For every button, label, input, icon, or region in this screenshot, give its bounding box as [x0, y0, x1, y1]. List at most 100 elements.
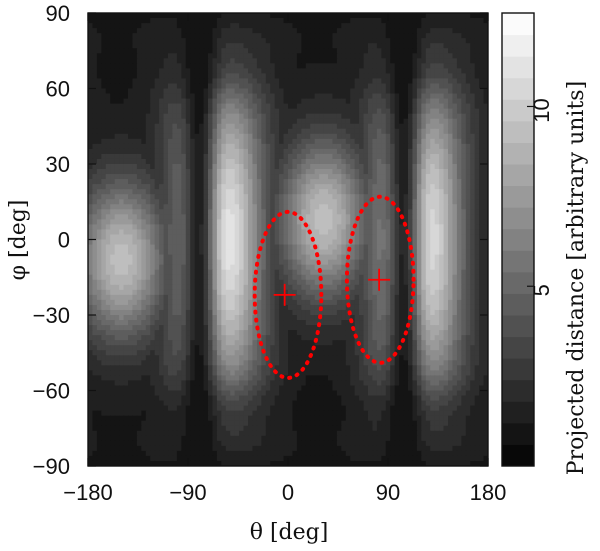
heatmap-cell: [301, 63, 307, 69]
heatmap-cell: [252, 98, 258, 105]
heatmap-cell: [301, 179, 307, 185]
heatmap-cell: [283, 108, 289, 115]
heatmap-cell: [328, 18, 334, 24]
heatmap-cell: [430, 204, 436, 210]
heatmap-cell: [154, 153, 160, 160]
heatmap-cell: [172, 174, 178, 180]
heatmap-cell: [479, 103, 485, 110]
heatmap-cell: [119, 169, 125, 175]
heatmap-cell: [314, 53, 320, 59]
heatmap-cell: [354, 143, 360, 150]
heatmap-cell: [421, 174, 427, 180]
heatmap-cell: [314, 48, 320, 54]
heatmap-cell: [176, 78, 182, 85]
heatmap-cell: [279, 184, 285, 190]
heatmap-cell: [119, 108, 125, 115]
heatmap-cell: [119, 98, 125, 105]
heatmap-cell: [479, 279, 485, 286]
heatmap-cell: [465, 143, 471, 150]
heatmap-cell: [128, 269, 134, 276]
heatmap-cell: [203, 229, 209, 236]
heatmap-cell: [403, 234, 409, 241]
heatmap-cell: [359, 138, 365, 145]
heatmap-cell: [354, 128, 360, 135]
heatmap-cell: [163, 48, 169, 54]
heatmap-cell: [288, 219, 294, 225]
heatmap-cell: [319, 83, 325, 90]
heatmap-cell: [190, 68, 196, 74]
heatmap-cell: [381, 53, 387, 59]
heatmap-cell: [425, 239, 431, 246]
heatmap-cell: [132, 259, 138, 266]
heatmap-cell: [212, 38, 218, 44]
heatmap-cell: [332, 164, 338, 170]
heatmap-cell: [88, 179, 94, 185]
heatmap-cell: [256, 219, 262, 225]
heatmap-cell: [363, 209, 369, 215]
heatmap-cell: [363, 93, 369, 100]
heatmap-cell: [403, 88, 409, 95]
heatmap-cell: [248, 184, 254, 190]
heatmap-cell: [363, 103, 369, 110]
heatmap-cell: [261, 143, 267, 150]
heatmap-cell: [221, 264, 227, 271]
heatmap-cell: [208, 73, 214, 80]
heatmap-cell: [265, 83, 271, 90]
heatmap-cell: [421, 264, 427, 271]
heatmap-cell: [292, 194, 298, 200]
heatmap-cell: [301, 128, 307, 135]
heatmap-cell: [288, 199, 294, 205]
heatmap-cell: [239, 118, 245, 125]
heatmap-cell: [465, 164, 471, 170]
heatmap-cell: [443, 73, 449, 80]
heatmap-cell: [252, 148, 258, 155]
heatmap-cell: [199, 164, 205, 170]
heatmap-cell: [230, 18, 236, 24]
heatmap-cell: [216, 174, 222, 180]
heatmap-cell: [381, 28, 387, 34]
heatmap-cell: [425, 118, 431, 125]
heatmap-cell: [421, 43, 427, 49]
heatmap-cell: [403, 153, 409, 160]
heatmap-cell: [159, 108, 165, 115]
heatmap-cell: [243, 194, 249, 200]
heatmap-cell: [483, 219, 488, 225]
heatmap-cell: [203, 158, 209, 165]
heatmap-cell: [110, 23, 116, 29]
heatmap-cell: [88, 254, 94, 261]
heatmap-cell: [270, 234, 276, 241]
heatmap-cell: [483, 23, 488, 29]
heatmap-cell: [403, 259, 409, 266]
heatmap-cell: [154, 103, 160, 110]
heatmap-cell: [194, 209, 200, 215]
heatmap-cell: [252, 33, 258, 39]
heatmap-cell: [443, 108, 449, 115]
heatmap-cell: [225, 63, 231, 69]
heatmap-cell: [212, 189, 218, 195]
heatmap-cell: [194, 133, 200, 140]
heatmap-cell: [225, 249, 231, 256]
heatmap-cell: [470, 88, 476, 95]
heatmap-cell: [448, 78, 454, 85]
heatmap-cell: [190, 33, 196, 39]
heatmap-cell: [154, 279, 160, 286]
heatmap-cell: [212, 68, 218, 74]
heatmap-cell: [110, 234, 116, 241]
heatmap-cell: [252, 174, 258, 180]
heatmap-cell: [301, 239, 307, 246]
heatmap-cell: [376, 23, 382, 29]
heatmap-cell: [394, 123, 400, 130]
heatmap-cell: [319, 204, 325, 210]
heatmap-cell: [403, 174, 409, 180]
heatmap-cell: [385, 63, 391, 69]
heatmap-cell: [434, 158, 440, 165]
heatmap-cell: [430, 164, 436, 170]
heatmap-cell: [399, 259, 405, 266]
heatmap-cell: [345, 138, 351, 145]
heatmap-cell: [461, 214, 467, 220]
heatmap-cell: [456, 13, 462, 19]
heatmap-cell: [248, 153, 254, 160]
heatmap-cell: [345, 148, 351, 155]
heatmap-cell: [483, 53, 488, 59]
heatmap-cell: [150, 209, 156, 215]
